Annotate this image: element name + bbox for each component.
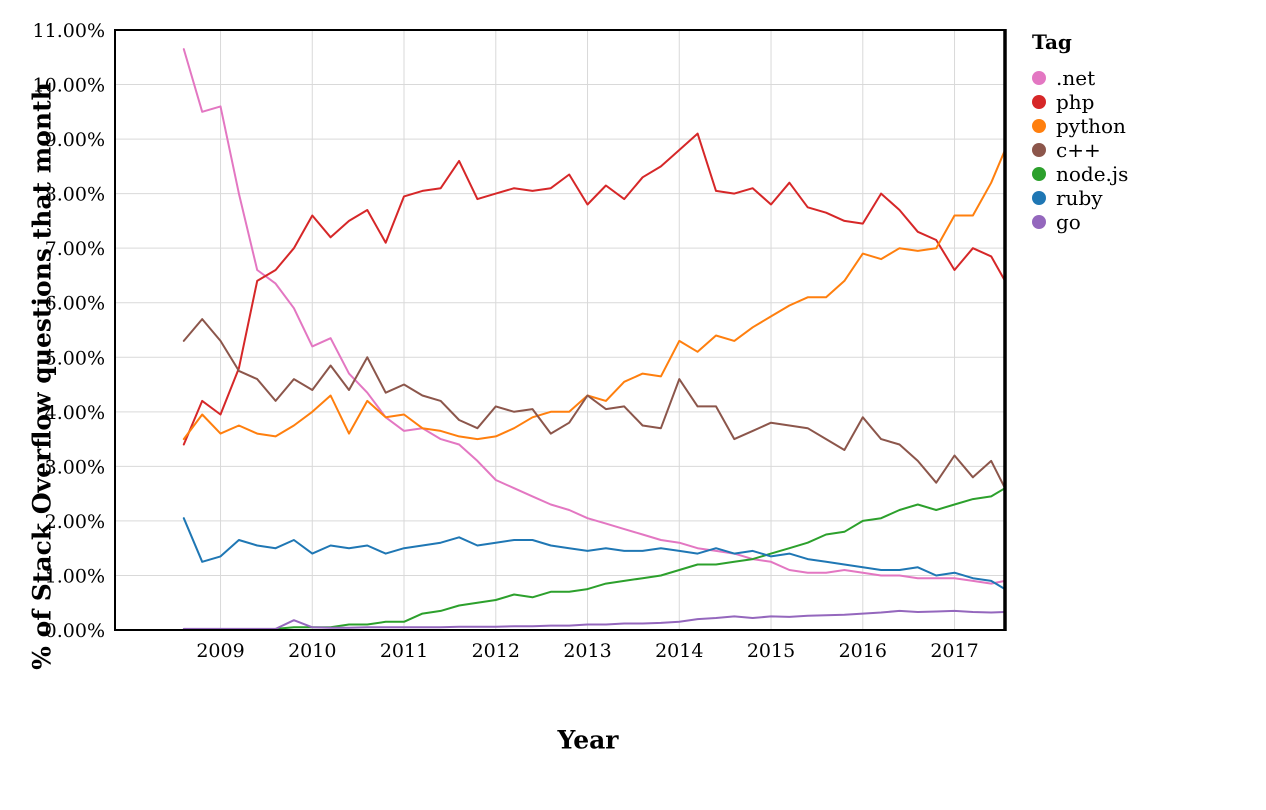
legend-swatch-icon bbox=[1032, 95, 1046, 109]
legend-swatch-icon bbox=[1032, 143, 1046, 157]
x-tick-label: 2015 bbox=[747, 640, 795, 662]
y-tick-label: 4.00% bbox=[45, 402, 105, 424]
x-axis-title: Year bbox=[557, 725, 619, 755]
x-tick-label: 2009 bbox=[196, 640, 244, 662]
x-tick-label: 2017 bbox=[930, 640, 978, 662]
legend-label: .net bbox=[1056, 66, 1096, 90]
x-tick-label: 2016 bbox=[839, 640, 887, 662]
legend-item-c++: c++ bbox=[1032, 138, 1128, 162]
legend-item-python: python bbox=[1032, 114, 1128, 138]
x-tick-label: 2012 bbox=[472, 640, 520, 662]
legend-swatch-icon bbox=[1032, 167, 1046, 181]
legend-item-php: php bbox=[1032, 90, 1128, 114]
legend-label: php bbox=[1056, 90, 1095, 114]
legend-item-ruby: ruby bbox=[1032, 186, 1128, 210]
y-axis-title: % of Stack Overflow questions that month bbox=[27, 82, 57, 670]
y-tick-label: 3.00% bbox=[45, 456, 105, 478]
y-tick-label: 7.00% bbox=[45, 238, 105, 260]
series-line-python bbox=[182, 149, 1006, 441]
y-tick-label: 0.00% bbox=[45, 620, 105, 642]
legend-label: node.js bbox=[1056, 162, 1129, 186]
legend-swatch-icon bbox=[1032, 215, 1046, 229]
legend-item-.net: .net bbox=[1032, 66, 1128, 90]
y-tick-label: 10.00% bbox=[33, 75, 105, 97]
legend-label: ruby bbox=[1056, 186, 1103, 210]
legend-swatch-icon bbox=[1032, 191, 1046, 205]
y-tick-label: 2.00% bbox=[45, 511, 105, 533]
x-tick-label: 2014 bbox=[655, 640, 703, 662]
series-line-c++ bbox=[182, 318, 1006, 490]
legend-title: Tag bbox=[1032, 30, 1072, 54]
y-tick-label: 11.00% bbox=[33, 20, 105, 42]
x-tick-label: 2010 bbox=[288, 640, 336, 662]
legend-label: go bbox=[1056, 210, 1081, 234]
legend-swatch-icon bbox=[1032, 119, 1046, 133]
series-line-go bbox=[182, 609, 1006, 630]
legend: Tag .net php python c++ node.js ruby go bbox=[1032, 30, 1128, 234]
y-tick-label: 8.00% bbox=[45, 184, 105, 206]
legend-swatch-icon bbox=[1032, 71, 1046, 85]
legend-items: .net php python c++ node.js ruby go bbox=[1032, 66, 1128, 234]
legend-label: c++ bbox=[1056, 138, 1101, 162]
series-line-.net bbox=[182, 48, 1006, 585]
series-line-ruby bbox=[182, 517, 1006, 591]
legend-item-node.js: node.js bbox=[1032, 162, 1128, 186]
y-tick-label: 9.00% bbox=[45, 129, 105, 151]
x-tick-label: 2013 bbox=[563, 640, 611, 662]
y-tick-label: 6.00% bbox=[45, 293, 105, 315]
y-tick-label: 1.00% bbox=[45, 565, 105, 587]
series-line-node.js bbox=[182, 487, 1006, 631]
legend-label: python bbox=[1056, 114, 1126, 138]
legend-item-go: go bbox=[1032, 210, 1128, 234]
y-tick-label: 5.00% bbox=[45, 347, 105, 369]
plot-border bbox=[114, 29, 1006, 631]
x-tick-label: 2011 bbox=[380, 640, 428, 662]
series-line-php bbox=[182, 132, 1006, 446]
